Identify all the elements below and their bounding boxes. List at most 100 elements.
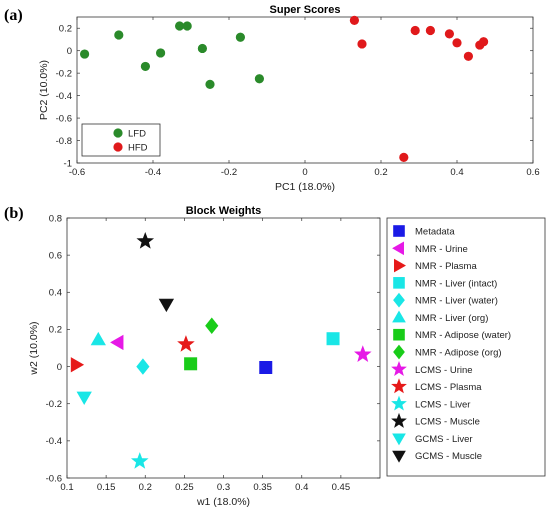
legend-marker-nmr-liver-org- [392, 310, 406, 323]
legend-label: GCMS - Liver [415, 434, 473, 445]
legend-label: NMR - Urine [415, 244, 468, 255]
data-point-nmr-liver-water- [136, 358, 150, 375]
legend-marker-nmr-plasma [394, 258, 406, 273]
y-tick-label: -0.4 [56, 91, 72, 102]
y-tick-label: -0.6 [46, 473, 62, 484]
data-point-nmr-plasma [70, 357, 85, 373]
plot-frame [66, 217, 381, 479]
data-point-lfd [254, 74, 264, 84]
panel-b-label: (b) [4, 205, 24, 222]
data-point-hfd [399, 152, 409, 162]
legend-label: HFD [128, 143, 148, 154]
y-tick-label: 0.4 [49, 288, 62, 299]
chart-title: Super Scores [270, 4, 341, 16]
chart-title: Block Weights [186, 205, 262, 217]
legend-marker-lcms-plasma [391, 378, 407, 394]
legend-label: LFD [128, 129, 146, 140]
data-point-hfd [410, 25, 420, 36]
y-axis-label: PC2 (10.0%) [38, 60, 50, 120]
x-tick-label: 0.6 [526, 167, 539, 178]
legend-label: LCMS - Plasma [415, 382, 482, 393]
x-tick-label: -0.2 [221, 167, 237, 178]
data-point-hfd [349, 15, 360, 25]
data-point-gcms-liver [76, 391, 92, 405]
x-axis-label: w1 (18.0%) [196, 496, 250, 508]
legend-marker-nmr-liver-intact- [393, 277, 405, 289]
data-point-hfd [463, 51, 474, 61]
data-point-hfd [425, 25, 436, 36]
legend-label: NMR - Plasma [415, 261, 477, 272]
data-point-nmr-adipose-water- [184, 357, 198, 371]
x-tick-label: 0.35 [253, 482, 272, 493]
data-point-lcms-muscle [136, 231, 155, 249]
legend-box [386, 217, 546, 477]
data-point-lfd [205, 79, 215, 89]
legend-marker-lcms-muscle [391, 412, 407, 428]
y-tick-label: 0 [67, 46, 72, 57]
data-point-lfd [140, 61, 150, 72]
y-tick-label: -0.2 [56, 68, 72, 79]
y-tick-label: 0.2 [49, 325, 62, 336]
x-tick-label: 0.4 [295, 482, 308, 493]
x-tick-label: 0.15 [97, 482, 116, 493]
legend-box [81, 123, 161, 157]
data-point-hfd [357, 39, 367, 49]
x-tick-label: 0.25 [175, 482, 194, 493]
data-point-hfd [479, 37, 489, 47]
y-tick-label: -0.8 [56, 136, 72, 147]
y-tick-label: 0.8 [49, 213, 62, 224]
data-point-nmr-liver-org- [90, 331, 106, 346]
data-point-hfd [452, 38, 462, 48]
data-point-lfd [79, 49, 90, 59]
data-point-lcms-urine [354, 345, 372, 362]
data-point-lcms-plasma [177, 335, 195, 352]
x-tick-label: -0.4 [145, 167, 161, 178]
panel-a-super-scores: Super Scores -0.6 -0.4 -0.2 0 0.2 0.4 0.6 -1 -0.8… [38, 4, 540, 193]
x-tick-label: 0.45 [332, 482, 351, 493]
legend-label: LCMS - Muscle [415, 417, 480, 428]
y-tick-label: 0.6 [49, 250, 62, 261]
x-tick-label: 0.2 [139, 482, 152, 493]
x-tick-label: 0.1 [60, 482, 73, 493]
legend-marker-nmr-liver-water- [393, 292, 405, 308]
data-point-lfd [182, 21, 192, 31]
data-point-lfd [235, 32, 245, 42]
legend-marker-nmr-urine [392, 241, 404, 256]
y-tick-label: 0 [57, 362, 62, 373]
y-tick-label: -0.6 [56, 113, 72, 124]
legend-marker-lcms-liver [391, 395, 407, 411]
data-point-gcms-muscle [158, 298, 175, 313]
legend-label: NMR - Liver (intact) [415, 278, 497, 289]
x-tick-label: 0.3 [217, 482, 230, 493]
legend-label: NMR - Liver (org) [415, 313, 488, 324]
y-axis-label: w2 (10.0%) [28, 321, 40, 375]
y-tick-label: -0.4 [46, 436, 62, 447]
legend-marker-lfd [113, 128, 123, 138]
legend-label: LCMS - Urine [415, 365, 473, 376]
y-tick-label: 0.2 [59, 24, 72, 35]
legend-marker-nmr-adipose-water- [393, 328, 405, 341]
legend-label: NMR - Adipose (org) [415, 348, 502, 359]
data-point-metadata [259, 360, 273, 374]
data-point-nmr-urine [110, 334, 124, 351]
data-point-lcms-liver [130, 452, 149, 469]
legend-label: NMR - Adipose (water) [415, 330, 511, 341]
data-point-lfd [114, 30, 124, 40]
y-tick-label: -0.2 [46, 399, 62, 410]
legend-label: GCMS - Muscle [415, 451, 482, 462]
panel-b-block-weights: Block Weights 0.1 0.15 0.2 0.25 0.3 0.35 0.4 0.4… [28, 205, 546, 508]
legend-label: Metadata [415, 227, 455, 238]
x-tick-label: 0 [302, 167, 307, 178]
panel-a-label: (a) [4, 7, 23, 24]
x-tick-label: 0.4 [450, 167, 463, 178]
x-axis-label: PC1 (18.0%) [275, 181, 335, 193]
legend-label: NMR - Liver (water) [415, 296, 498, 307]
y-tick-label: -1 [64, 158, 72, 169]
data-point-nmr-liver-intact- [326, 332, 340, 346]
data-point-nmr-adipose-org- [205, 317, 219, 334]
x-tick-label: 0.2 [374, 167, 387, 178]
legend-marker-hfd [113, 142, 123, 152]
data-point-hfd [444, 29, 455, 39]
data-point-lfd [197, 43, 207, 54]
